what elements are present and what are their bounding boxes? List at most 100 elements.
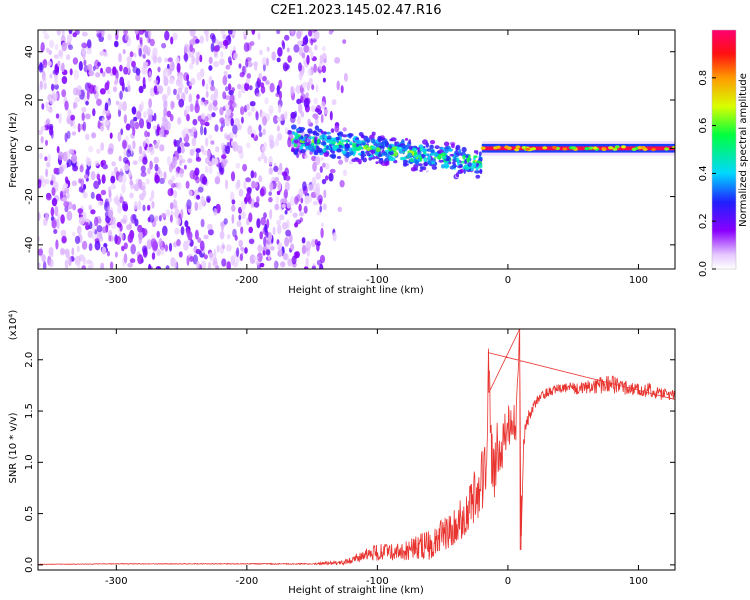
- noise-spot: [319, 166, 323, 173]
- noise-spot: [45, 139, 48, 146]
- noise-spot: [100, 125, 104, 132]
- noise-spot: [256, 218, 261, 229]
- noise-spot: [129, 51, 134, 58]
- noise-spot: [146, 121, 151, 130]
- noise-spot: [132, 140, 136, 150]
- carrier-line: [481, 146, 675, 151]
- noise-spot: [196, 194, 201, 200]
- colorbar-label: Normalized spectral amplitude: [738, 73, 749, 227]
- noise-spot: [138, 155, 143, 163]
- noise-spot: [114, 251, 118, 258]
- noise-spot: [194, 229, 199, 240]
- noise-spot: [43, 178, 50, 185]
- noise-spot: [56, 146, 60, 154]
- noise-spot: [199, 240, 205, 251]
- spectral-spot: [396, 144, 402, 147]
- carrier-spot: [621, 145, 626, 149]
- noise-spot: [208, 252, 214, 259]
- noise-spot: [185, 180, 190, 189]
- spectral-spot: [344, 147, 349, 152]
- noise-spot: [127, 85, 131, 93]
- x-tick-label: -200: [236, 576, 259, 587]
- noise-spot: [88, 70, 95, 77]
- noise-spot: [322, 203, 327, 211]
- noise-spot: [210, 93, 216, 102]
- noise-spot: [220, 159, 226, 169]
- carrier-spot: [584, 147, 590, 151]
- noise-spot: [44, 156, 48, 161]
- noise-spot: [169, 214, 173, 223]
- spectral-spot: [408, 139, 412, 145]
- noise-spot: [86, 39, 92, 49]
- noise-spot: [153, 79, 159, 85]
- spectral-spot: [317, 147, 323, 153]
- noise-spot: [168, 163, 173, 173]
- noise-spot: [50, 206, 55, 217]
- noise-spot: [303, 205, 308, 214]
- spectral-spot: [455, 172, 460, 178]
- noise-spot: [142, 156, 148, 165]
- noise-spot: [308, 77, 313, 86]
- noise-spot: [122, 200, 126, 211]
- noise-spot: [201, 78, 205, 87]
- noise-spot: [321, 178, 327, 185]
- snr-panel: -300 -200 -100 0 100 0.0 0.5 1.0 1.5 2.0 Height …: [8, 310, 676, 596]
- noise-spot: [275, 196, 280, 204]
- noise-spot: [219, 230, 225, 240]
- spectral-spot: [388, 155, 393, 161]
- noise-spot: [129, 119, 135, 129]
- spectral-spot: [479, 151, 482, 156]
- noise-spot: [228, 30, 233, 35]
- noise-spot: [135, 68, 141, 76]
- noise-spot: [68, 30, 73, 35]
- noise-spot: [261, 57, 267, 66]
- noise-spot: [159, 177, 165, 185]
- noise-spot: [329, 168, 336, 174]
- noise-spot: [147, 167, 151, 175]
- noise-spot: [328, 172, 334, 182]
- noise-spot: [90, 191, 95, 199]
- noise-spot: [180, 146, 185, 154]
- spectral-spot: [307, 144, 313, 151]
- spectral-spot: [325, 145, 329, 150]
- noise-spot: [61, 197, 67, 203]
- noise-spot: [249, 101, 256, 107]
- noise-spot: [62, 151, 68, 162]
- noise-spot: [301, 81, 308, 89]
- noise-spot: [115, 78, 119, 85]
- spectral-spot: [299, 145, 304, 151]
- noise-spot: [77, 208, 84, 214]
- spectral-spot: [349, 141, 353, 145]
- noise-spot: [273, 115, 279, 125]
- noise-spot: [178, 98, 185, 108]
- noise-spot: [286, 201, 292, 209]
- noise-spot: [160, 247, 165, 255]
- spectral-spot: [475, 166, 479, 171]
- spectral-spot: [305, 147, 308, 151]
- noise-spot: [223, 70, 228, 77]
- spectral-spot: [429, 144, 434, 150]
- noise-spot: [243, 42, 250, 52]
- noise-spot: [311, 84, 315, 90]
- x-tick-label: 0: [505, 576, 511, 587]
- noise-spot: [154, 163, 159, 172]
- noise-spot: [54, 54, 60, 60]
- y-tick-label: -40: [24, 237, 35, 253]
- noise-spot: [148, 30, 152, 39]
- noise-spot: [93, 180, 100, 190]
- noise-spot: [177, 117, 182, 125]
- noise-spot: [189, 30, 196, 38]
- noise-spot: [337, 206, 343, 213]
- spectrogram-x-ticks: -300 -200 -100 0 100: [105, 30, 648, 286]
- noise-spot: [77, 123, 81, 133]
- noise-spot: [301, 52, 306, 59]
- noise-spot: [66, 130, 71, 139]
- noise-spot: [212, 106, 218, 111]
- noise-spot: [282, 62, 289, 72]
- spectral-spot: [407, 152, 413, 158]
- spectral-spot: [361, 142, 367, 146]
- spectral-spot: [427, 155, 431, 161]
- carrier-spot: [531, 147, 537, 151]
- noise-spot: [123, 242, 128, 250]
- noise-spot: [232, 124, 238, 135]
